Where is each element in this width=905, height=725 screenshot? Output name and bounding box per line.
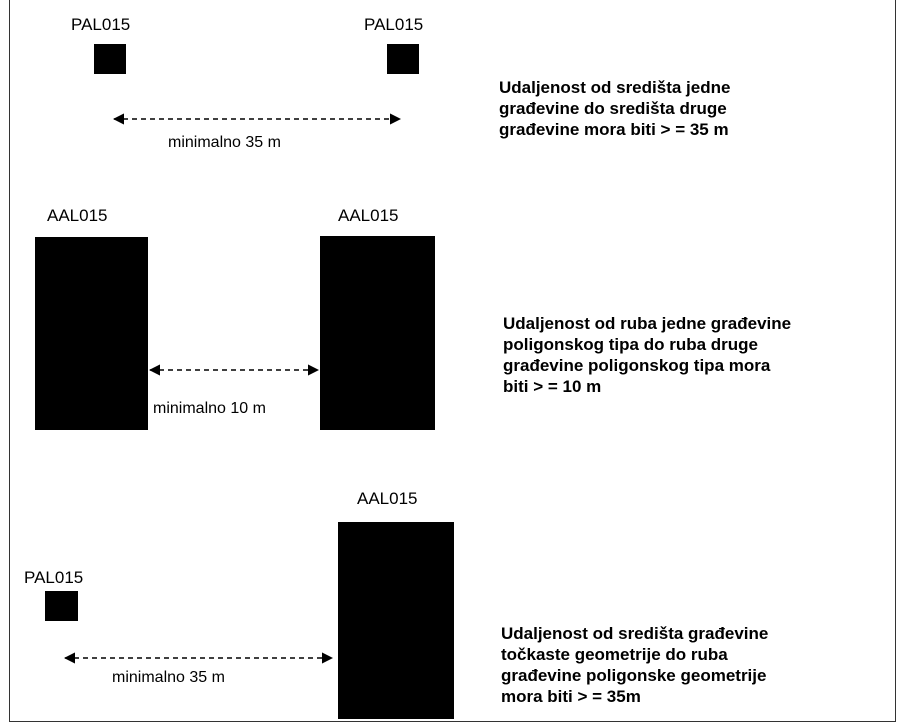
s1-right-point-building	[387, 44, 419, 74]
s3-distance-label: minimalno 35 m	[112, 669, 225, 686]
s2-right-label: AAL015	[338, 206, 399, 225]
s1-note-line: Udaljenost od središta jedne	[499, 78, 731, 97]
s1-note-line: građevine mora biti > = 35 m	[499, 120, 729, 139]
s2-right-polygon-building	[320, 236, 435, 430]
s1-note-line: građevine do središta druge	[499, 99, 727, 118]
s1-left-label: PAL015	[71, 15, 131, 34]
s3-note-line: mora biti > = 35m	[501, 687, 641, 706]
s3-rule-note: Udaljenost od središta građevine točkast…	[501, 623, 768, 707]
diagram-frame	[9, 0, 896, 722]
s3-right-label: AAL015	[357, 489, 418, 508]
s2-distance-label: minimalno 10 m	[153, 400, 266, 417]
s2-note-line: građevine poligonskog tipa mora	[503, 356, 771, 375]
s2-left-label: AAL015	[47, 206, 108, 225]
s2-note-line: biti > = 10 m	[503, 377, 602, 396]
s3-note-line: građevine poligonske geometrije	[501, 666, 767, 685]
s1-left-point-building	[94, 44, 126, 74]
s3-note-line: Udaljenost od središta građevine	[501, 624, 769, 643]
s1-rule-note: Udaljenost od središta jedne građevine d…	[499, 77, 730, 140]
s3-note-line: točkaste geometrije do ruba	[501, 645, 728, 664]
s1-distance-label: minimalno 35 m	[168, 134, 281, 151]
s3-polygon-building	[338, 522, 454, 719]
s2-note-line: poligonskog tipa do ruba druge	[503, 335, 758, 354]
s3-left-label: PAL015	[24, 568, 84, 587]
s2-rule-note: Udaljenost od ruba jedne građevine polig…	[503, 313, 791, 397]
s1-right-label: PAL015	[364, 15, 424, 34]
s2-left-polygon-building	[35, 237, 148, 430]
s2-note-line: Udaljenost od ruba jedne građevine	[503, 314, 792, 333]
s3-point-building	[45, 591, 78, 621]
